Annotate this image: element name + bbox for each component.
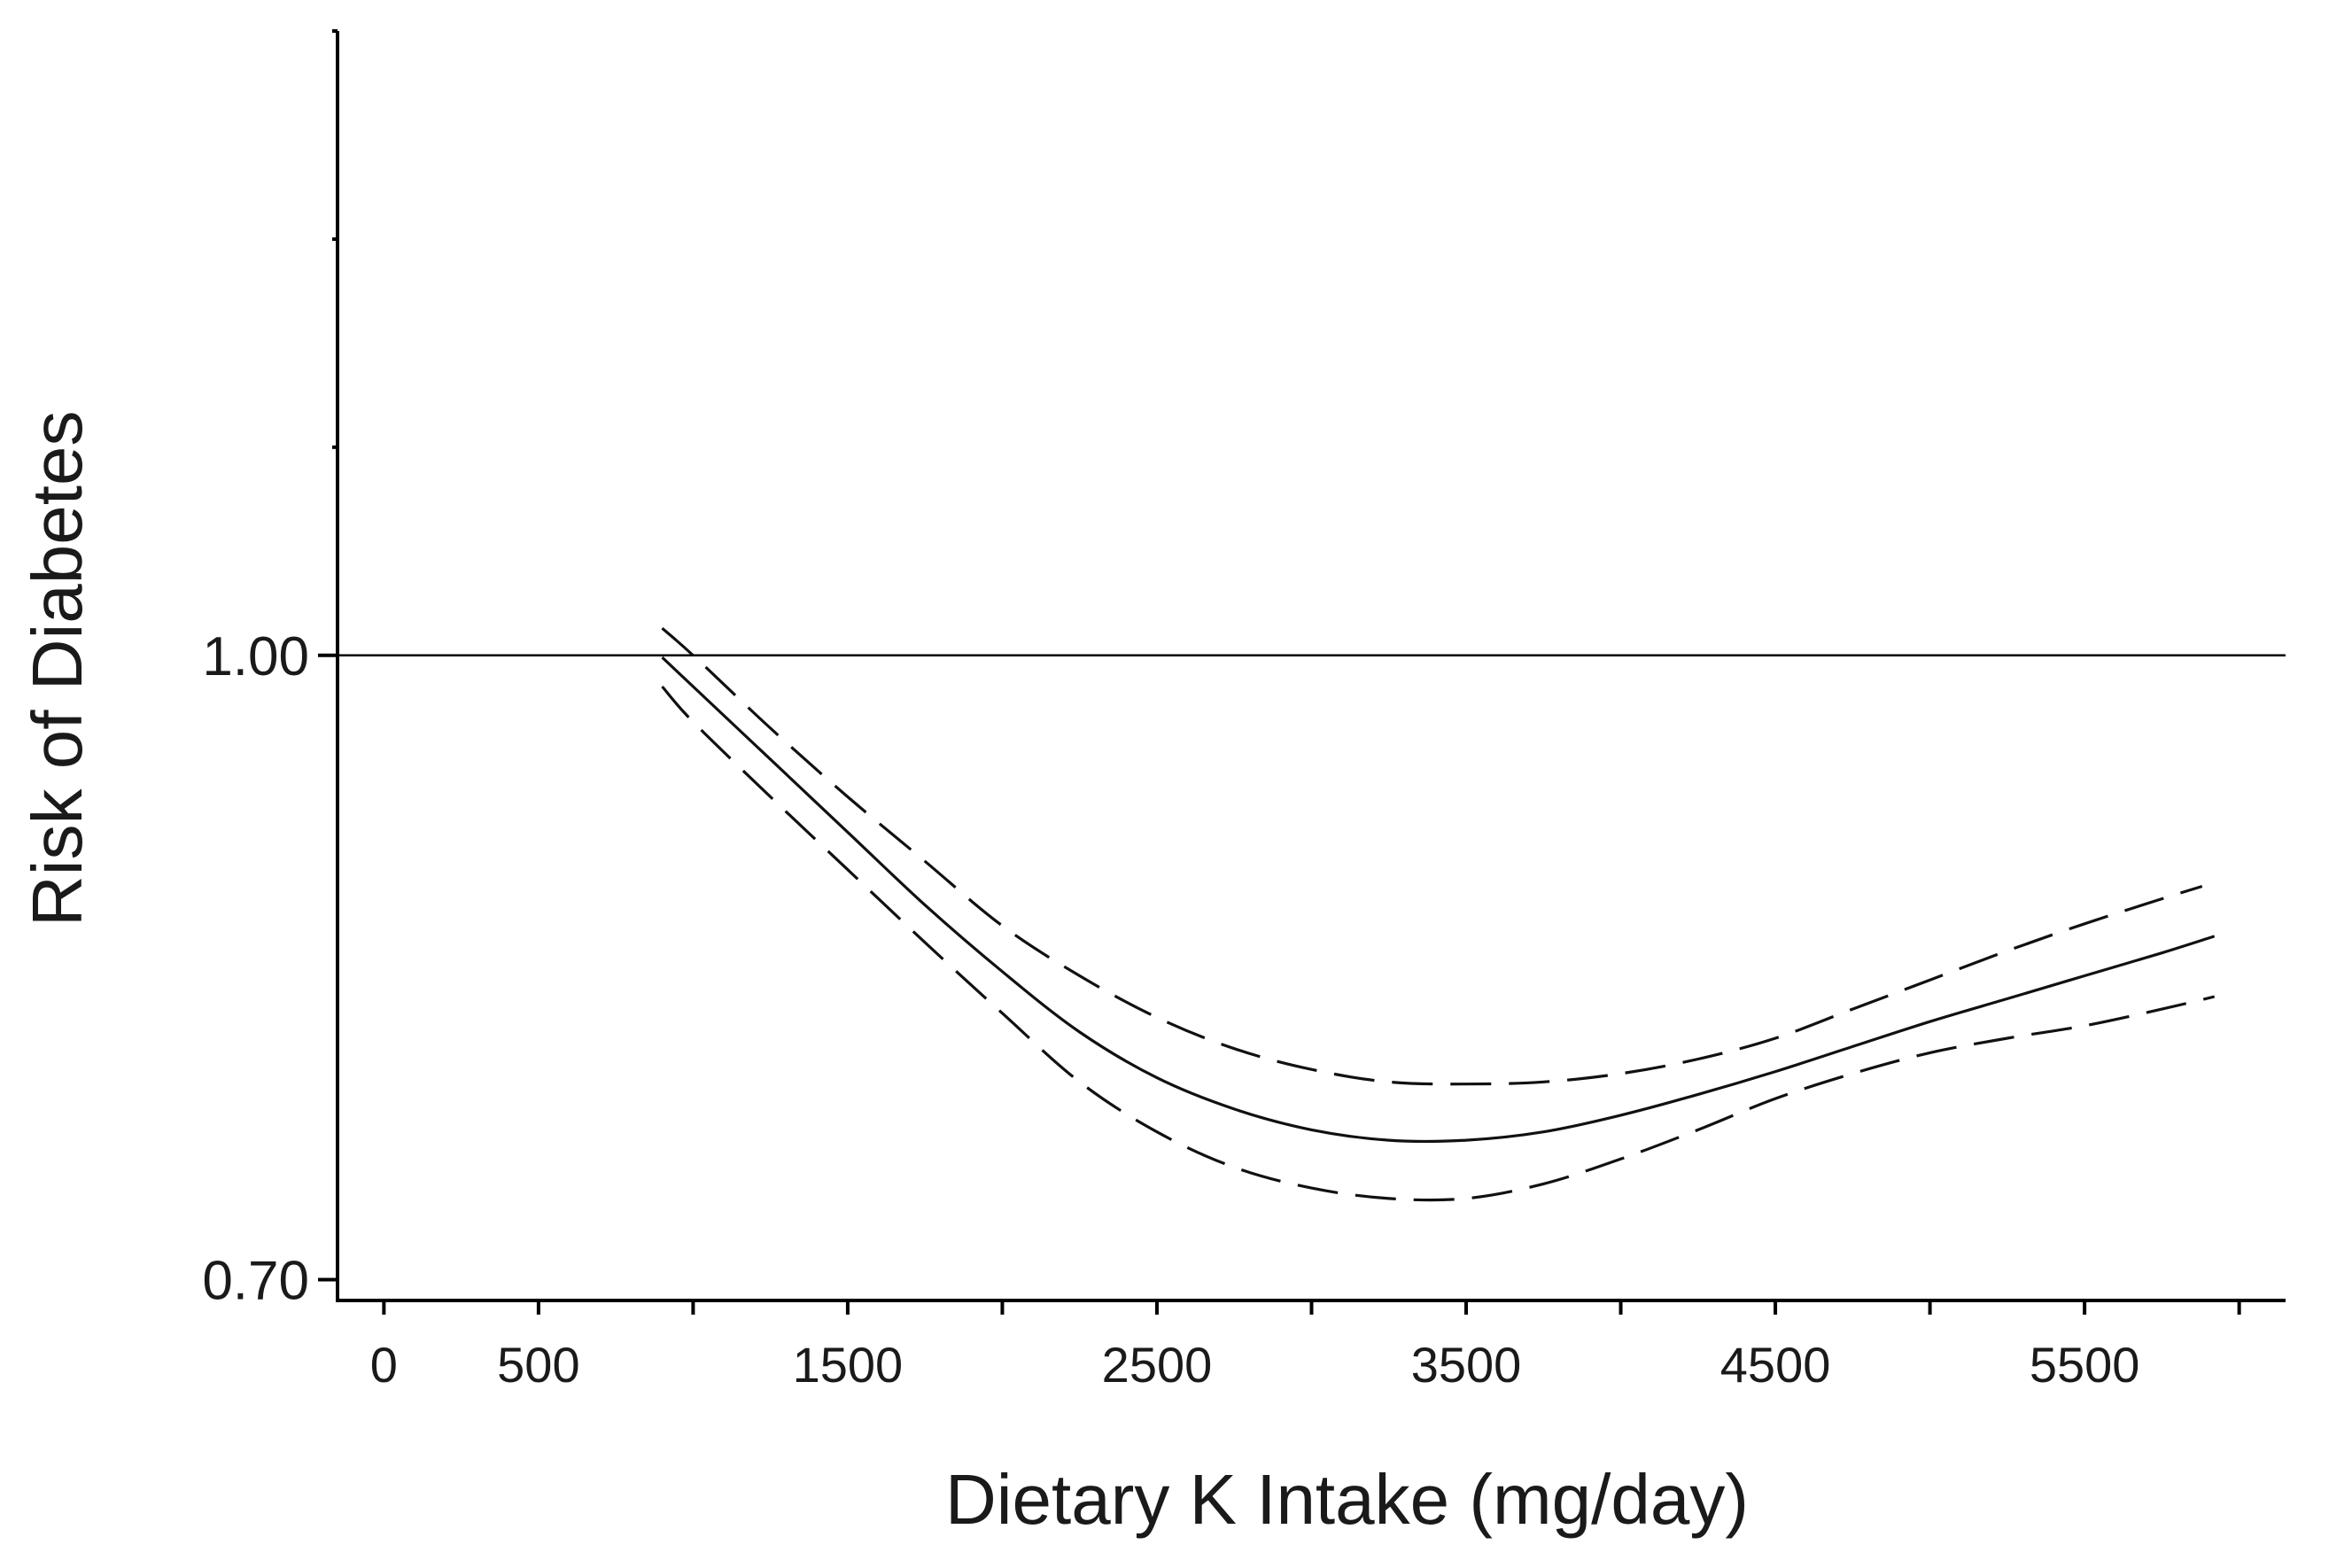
x-tick-label: 2500 [1102, 1337, 1213, 1393]
axes [336, 31, 2286, 1302]
series-line-estimate [661, 656, 2216, 1144]
x-tick-label: 500 [497, 1337, 579, 1393]
x-tick-label: 3500 [1411, 1337, 1522, 1393]
x-tick-label: 1500 [793, 1337, 904, 1393]
plot-area [338, 626, 2286, 1202]
series-line-lower-95-ci [661, 685, 2216, 1202]
y-tick-label: 0.70 [202, 1251, 309, 1312]
x-tick-label: 0 [370, 1337, 398, 1393]
y-ticks: 0.70 1.00 [202, 29, 338, 1312]
series-line-upper-95-ci [661, 626, 2203, 1086]
y-axis-title: Risk of Diabetes [18, 411, 97, 927]
x-tick-label: 4500 [1720, 1337, 1831, 1393]
x-ticks: 0 500 1500 2500 3500 4500 5500 [370, 1300, 2241, 1393]
x-axis-title: Dietary K Intake (mg/day) [945, 1460, 1749, 1539]
y-tick-label: 1.00 [202, 626, 309, 687]
x-tick-label: 5500 [2030, 1337, 2140, 1393]
